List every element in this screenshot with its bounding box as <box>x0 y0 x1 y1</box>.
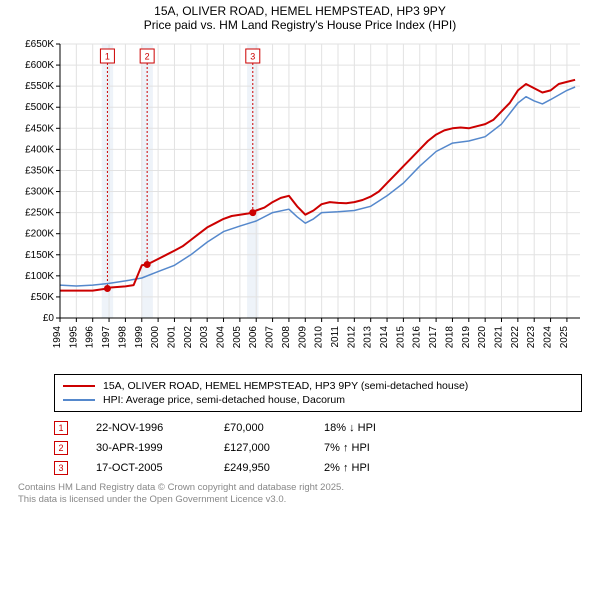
svg-text:2015: 2015 <box>395 326 406 349</box>
legend: 15A, OLIVER ROAD, HEMEL HEMPSTEAD, HP3 9… <box>54 374 582 412</box>
svg-text:£200K: £200K <box>25 229 54 240</box>
legend-item: 15A, OLIVER ROAD, HEMEL HEMPSTEAD, HP3 9… <box>63 379 573 393</box>
svg-text:3: 3 <box>250 52 255 62</box>
svg-text:2007: 2007 <box>265 326 276 349</box>
svg-text:2010: 2010 <box>314 326 325 349</box>
svg-text:1: 1 <box>105 52 110 62</box>
svg-text:£50K: £50K <box>31 292 55 303</box>
svg-text:2016: 2016 <box>412 326 423 349</box>
svg-text:2019: 2019 <box>461 326 472 349</box>
table-row: 3 17-OCT-2005£249,9502% ↑ HPI <box>54 458 582 478</box>
sale-marker: 1 <box>54 421 68 435</box>
svg-text:£500K: £500K <box>25 102 54 113</box>
sale-price: £127,000 <box>224 442 324 454</box>
svg-text:2005: 2005 <box>232 326 243 349</box>
svg-text:1994: 1994 <box>52 326 63 349</box>
chart-plot-area: £0 £50K £100K £150K £200K £250K £300K £350K £400… <box>10 38 590 368</box>
sale-date: 22-NOV-1996 <box>96 422 224 434</box>
svg-text:2022: 2022 <box>510 326 521 349</box>
svg-text:2013: 2013 <box>363 326 374 349</box>
title-address: 15A, OLIVER ROAD, HEMEL HEMPSTEAD, HP3 9… <box>0 4 600 18</box>
legend-label: 15A, OLIVER ROAD, HEMEL HEMPSTEAD, HP3 9… <box>103 380 468 392</box>
svg-text:1997: 1997 <box>101 326 112 349</box>
svg-text:2020: 2020 <box>477 326 488 349</box>
attribution-line2: This data is licensed under the Open Gov… <box>18 494 582 506</box>
chart-container: 15A, OLIVER ROAD, HEMEL HEMPSTEAD, HP3 9… <box>0 0 600 506</box>
svg-text:2024: 2024 <box>543 326 554 349</box>
svg-text:2021: 2021 <box>494 326 505 349</box>
svg-text:£650K: £650K <box>25 39 54 50</box>
chart-title: 15A, OLIVER ROAD, HEMEL HEMPSTEAD, HP3 9… <box>0 0 600 38</box>
table-row: 2 30-APR-1999£127,0007% ↑ HPI <box>54 438 582 458</box>
svg-text:£450K: £450K <box>25 123 54 134</box>
sale-marker: 2 <box>54 441 68 455</box>
svg-text:£0: £0 <box>43 313 55 324</box>
line-chart: £0 £50K £100K £150K £200K £250K £300K £350K £400… <box>10 38 590 368</box>
sale-change: 18% ↓ HPI <box>324 422 376 434</box>
title-subtitle: Price paid vs. HM Land Registry's House … <box>0 18 600 32</box>
svg-text:2011: 2011 <box>330 326 341 348</box>
legend-label: HPI: Average price, semi-detached house,… <box>103 394 345 406</box>
svg-text:£150K: £150K <box>25 250 54 261</box>
svg-text:2012: 2012 <box>346 326 357 349</box>
sale-marker: 3 <box>54 461 68 475</box>
svg-text:1995: 1995 <box>68 326 79 349</box>
svg-text:1999: 1999 <box>134 326 145 349</box>
sale-price: £70,000 <box>224 422 324 434</box>
sale-change: 7% ↑ HPI <box>324 442 370 454</box>
svg-text:2018: 2018 <box>444 326 455 349</box>
svg-text:£100K: £100K <box>25 271 54 282</box>
svg-text:£250K: £250K <box>25 208 54 219</box>
svg-text:2008: 2008 <box>281 326 292 349</box>
svg-text:£550K: £550K <box>25 81 54 92</box>
sale-date: 30-APR-1999 <box>96 442 224 454</box>
svg-text:2025: 2025 <box>559 326 570 349</box>
sale-price: £249,950 <box>224 462 324 474</box>
svg-text:2001: 2001 <box>166 326 177 349</box>
svg-text:2017: 2017 <box>428 326 439 349</box>
svg-text:2014: 2014 <box>379 326 390 349</box>
svg-text:2009: 2009 <box>297 326 308 349</box>
svg-text:2023: 2023 <box>526 326 537 349</box>
svg-text:1996: 1996 <box>85 326 96 349</box>
svg-text:2004: 2004 <box>216 326 227 349</box>
sale-date: 17-OCT-2005 <box>96 462 224 474</box>
legend-item: HPI: Average price, semi-detached house,… <box>63 393 573 407</box>
table-row: 1 22-NOV-1996£70,00018% ↓ HPI <box>54 418 582 438</box>
sales-table: 1 22-NOV-1996£70,00018% ↓ HPI 2 30-APR-1999… <box>54 418 582 478</box>
svg-text:2002: 2002 <box>183 326 194 349</box>
svg-text:2003: 2003 <box>199 326 210 349</box>
svg-text:2006: 2006 <box>248 326 259 349</box>
svg-text:2: 2 <box>145 52 150 62</box>
svg-text:£300K: £300K <box>25 187 54 198</box>
legend-swatch <box>63 399 95 401</box>
attribution-line1: Contains HM Land Registry data © Crown c… <box>18 482 582 494</box>
svg-text:£350K: £350K <box>25 165 54 176</box>
svg-text:2000: 2000 <box>150 326 161 349</box>
svg-text:£600K: £600K <box>25 60 54 71</box>
attribution: Contains HM Land Registry data © Crown c… <box>18 482 582 506</box>
legend-swatch <box>63 385 95 387</box>
svg-text:£400K: £400K <box>25 144 54 155</box>
svg-text:1998: 1998 <box>117 326 128 349</box>
sale-change: 2% ↑ HPI <box>324 462 370 474</box>
